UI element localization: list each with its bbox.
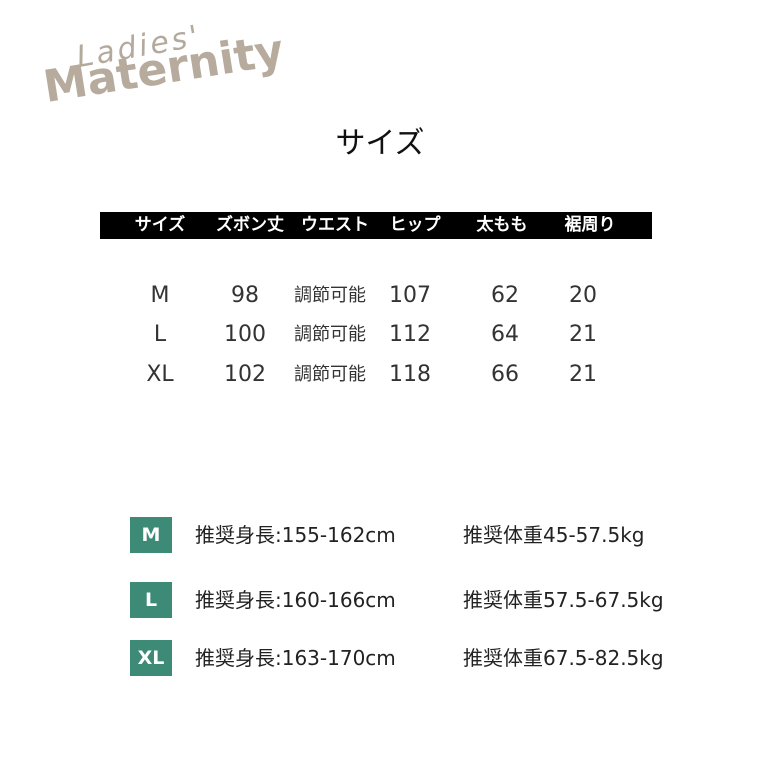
table-cell: 98 xyxy=(231,283,259,308)
header-cell: サイズ xyxy=(134,215,186,235)
table-cell: 調節可能 xyxy=(294,285,366,306)
table-cell: 調節可能 xyxy=(294,364,366,385)
recommended-height: 推奨身長:160-166cm xyxy=(195,588,396,612)
header-cell: 太もも xyxy=(476,215,528,235)
table-cell: XL xyxy=(146,362,174,387)
table-cell: 64 xyxy=(491,322,519,347)
recommended-weight: 推奨体重57.5-67.5kg xyxy=(463,588,664,612)
table-cell: L xyxy=(153,322,167,347)
recommended-height: 推奨身長:155-162cm xyxy=(195,523,396,547)
header-cell: ウエスト xyxy=(301,215,369,235)
size-badge: XL xyxy=(130,640,172,676)
recommended-weight: 推奨体重67.5-82.5kg xyxy=(463,646,664,670)
table-cell: 118 xyxy=(389,362,431,387)
table-cell: 107 xyxy=(389,283,431,308)
header-cell: 裾周り xyxy=(564,215,616,235)
table-cell: 100 xyxy=(224,322,266,347)
recommended-weight: 推奨体重45-57.5kg xyxy=(463,523,645,547)
table-cell: 21 xyxy=(569,362,597,387)
table-cell: M xyxy=(150,283,170,308)
table-cell: 112 xyxy=(389,322,431,347)
table-cell: 62 xyxy=(491,283,519,308)
header-bar xyxy=(100,212,652,239)
recommended-height: 推奨身長:163-170cm xyxy=(195,646,396,670)
size-badge: L xyxy=(130,582,172,618)
table-cell: 102 xyxy=(224,362,266,387)
table-cell: 21 xyxy=(569,322,597,347)
table-cell: 20 xyxy=(569,283,597,308)
title: サイズ xyxy=(335,126,425,161)
table-cell: 調節可能 xyxy=(294,324,366,345)
size-badge: M xyxy=(130,517,172,553)
header-cell: ヒップ xyxy=(389,215,441,235)
table-cell: 66 xyxy=(491,362,519,387)
header-cell: ズボン丈 xyxy=(216,215,284,235)
